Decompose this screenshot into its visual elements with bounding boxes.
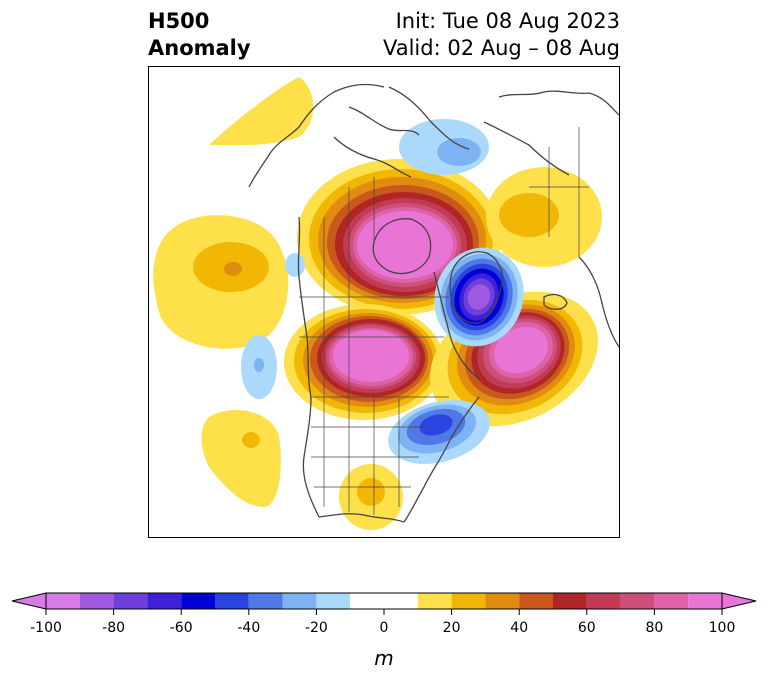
pacific-trough — [241, 335, 277, 399]
map-canvas — [153, 77, 619, 530]
colorbar-bin — [282, 593, 317, 609]
contour-level-90 — [357, 211, 453, 279]
western-canada-ridge — [284, 304, 444, 420]
contour-level--20 — [254, 358, 264, 372]
political-borders — [299, 127, 589, 515]
colorbar-bin — [485, 593, 520, 609]
colorbar-tick-label: -40 — [237, 620, 260, 636]
bc-trough — [285, 253, 305, 277]
contour-level-10 — [209, 77, 314, 146]
colorbar-bin — [451, 593, 486, 609]
contour-level-90 — [333, 330, 409, 382]
title-variable: H500 — [148, 9, 210, 33]
init-date: Init: Tue 08 Aug 2023 — [395, 9, 620, 33]
contour-level--20 — [437, 138, 481, 166]
colorbar-tick-label: 60 — [578, 620, 596, 636]
colorbar-ticks: -100 -80 -60 -40 -20 0 20 40 60 80 100 — [30, 609, 735, 636]
hudson-bay-ridge — [297, 159, 501, 315]
colorbar-bin — [181, 593, 215, 609]
colorbar-bin — [417, 593, 452, 609]
colorbar-tick-label: -80 — [102, 620, 125, 636]
map-dates: Init: Tue 08 Aug 2023 Valid: 02 Aug – 08… — [383, 8, 620, 62]
arctic-ridge — [209, 77, 314, 146]
colorbar: -100 -80 -60 -40 -20 0 20 40 60 80 100 — [11, 592, 757, 636]
colorbar-bin — [46, 593, 80, 609]
colorbar-bin — [688, 593, 722, 609]
title-field: Anomaly — [148, 36, 251, 60]
contour-level-10 — [201, 409, 281, 507]
valid-range: Valid: 02 Aug – 08 Aug — [382, 36, 620, 60]
colorbar-bin — [519, 593, 553, 609]
northeast-us-trough — [388, 400, 490, 464]
colorbar-bin — [654, 593, 689, 609]
contour-level--10 — [285, 253, 305, 277]
contour-level-20 — [357, 478, 385, 506]
colorbar-tick-label: 20 — [443, 620, 461, 636]
colorbar-bin — [147, 593, 182, 609]
colorbar-tick-label: -100 — [30, 620, 62, 636]
colorbar-bin — [586, 593, 621, 609]
anomaly-map — [148, 66, 620, 538]
contour-level--40 — [419, 414, 453, 436]
colorbar-bin — [79, 593, 114, 609]
colorbar-bins — [46, 593, 722, 609]
colorbar-bin — [553, 593, 587, 609]
colorbar-bin — [620, 593, 655, 609]
colorbar-bin — [215, 593, 249, 609]
coastlines — [248, 83, 619, 523]
map-title: H500 Anomaly — [148, 8, 251, 62]
colorbar-tick-label: 40 — [510, 620, 528, 636]
southeast-ridge — [339, 464, 403, 530]
colorbar-bin — [316, 593, 351, 609]
colorbar-bin — [248, 593, 283, 609]
colorbar-extend-low — [11, 592, 47, 610]
colorbar-unit: m — [374, 646, 394, 670]
contour-level-20 — [499, 193, 559, 237]
colorbar-tick-label: -20 — [305, 620, 328, 636]
contour-level-30 — [224, 262, 242, 276]
colorbar-tick-label: 100 — [709, 620, 736, 636]
contour-level-20 — [242, 432, 260, 448]
colorbar-tick-label: 80 — [645, 620, 663, 636]
colorbar-bin — [350, 593, 418, 609]
contour-level--80 — [467, 284, 491, 310]
colorbar-tick-label: 0 — [380, 620, 389, 636]
north-pacific-ridge — [153, 215, 289, 349]
europe-ridge — [486, 167, 602, 267]
colorbar-extend-high — [721, 592, 757, 610]
contour-level-90 — [493, 326, 549, 374]
colorbar-bin — [113, 593, 148, 609]
arctic-trough — [399, 119, 489, 175]
colorbar-tick-label: -60 — [170, 620, 193, 636]
east-pacific-ridge — [201, 409, 281, 507]
